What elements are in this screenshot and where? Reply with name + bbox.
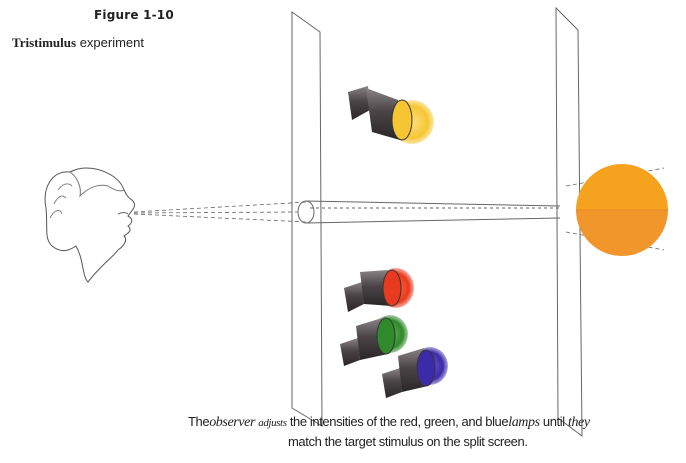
- figure-title: Tristimulus experiment: [12, 35, 144, 51]
- observer-head: [44, 167, 135, 283]
- caption-they: they: [567, 415, 590, 430]
- figure-title-bold: Tristimulus: [12, 35, 77, 50]
- caption-intensities: the intensities of the red, green, and b…: [289, 414, 509, 429]
- caption-observer: observer: [209, 415, 255, 430]
- caption-the: The: [188, 414, 210, 429]
- caption-adjusts: adjusts: [258, 417, 287, 429]
- front-screen: [291, 11, 561, 427]
- target-stimulus: [576, 164, 668, 256]
- red-lamp: [344, 268, 414, 312]
- green-lamp: [340, 315, 408, 366]
- rear-screen: [310, 6, 583, 438]
- caption-lamps: lamps: [508, 415, 540, 430]
- blue-lamp: [382, 347, 448, 398]
- caption-line-2: match the target stimulus on the split s…: [288, 434, 528, 449]
- figure-number: Figure 1-10: [94, 8, 174, 22]
- caption-until: until: [542, 414, 565, 429]
- caption-line-1: Theobserver adjusts the intensities of t…: [188, 414, 590, 431]
- figure-title-rest: experiment: [79, 35, 144, 50]
- peephole: [297, 200, 315, 224]
- yellow-lamp: [348, 86, 434, 144]
